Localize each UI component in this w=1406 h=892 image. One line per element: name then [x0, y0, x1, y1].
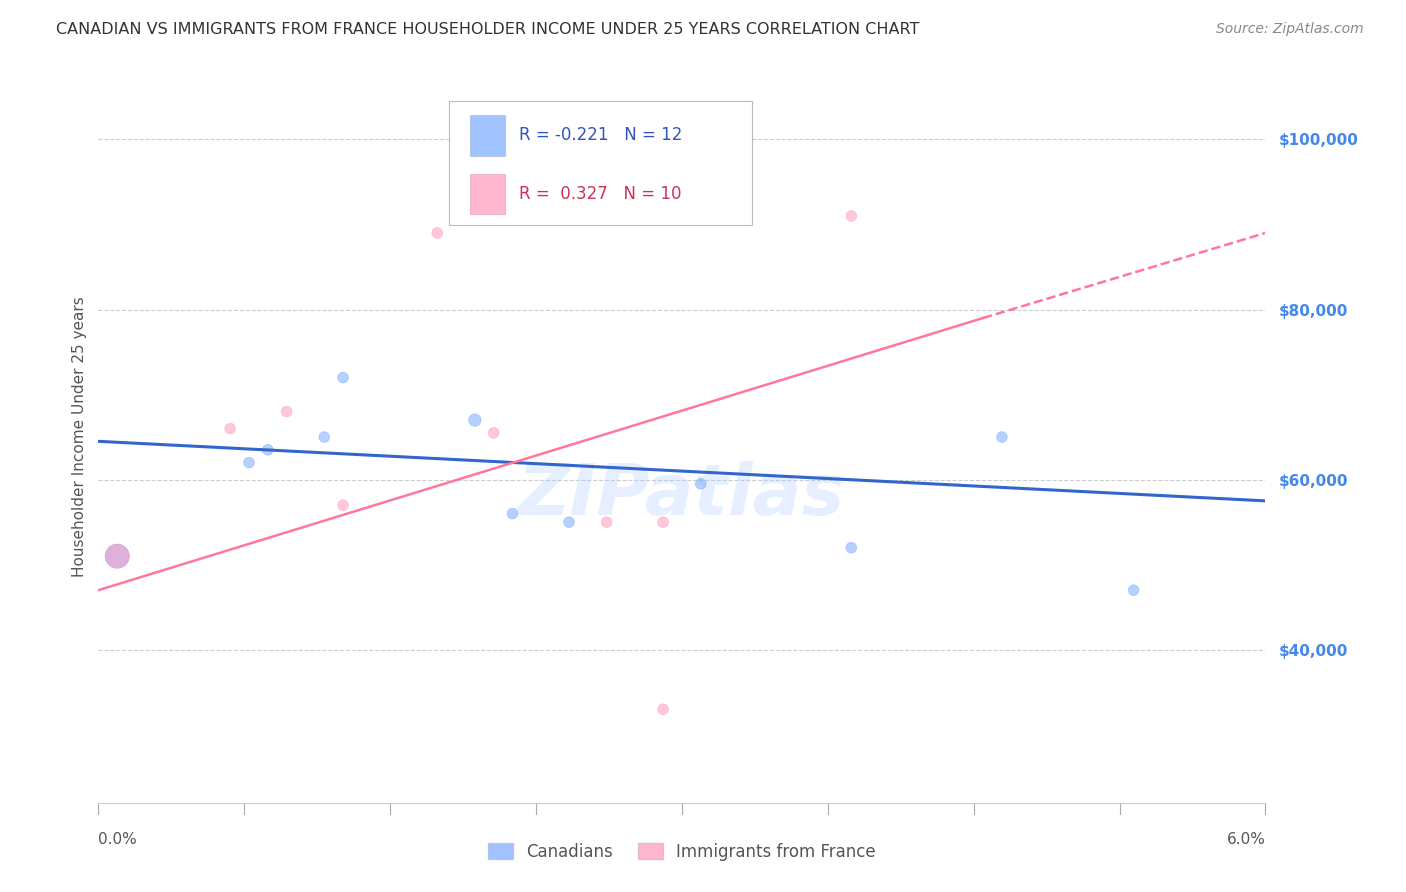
FancyBboxPatch shape	[470, 115, 505, 155]
Text: CANADIAN VS IMMIGRANTS FROM FRANCE HOUSEHOLDER INCOME UNDER 25 YEARS CORRELATION: CANADIAN VS IMMIGRANTS FROM FRANCE HOUSE…	[56, 22, 920, 37]
Point	[105, 549, 128, 563]
Point	[1122, 583, 1144, 598]
Point	[652, 702, 675, 716]
Point	[482, 425, 505, 440]
Point	[219, 421, 242, 435]
FancyBboxPatch shape	[449, 101, 752, 225]
Point	[595, 515, 617, 529]
Point	[652, 515, 675, 529]
Point	[238, 456, 260, 470]
Point	[256, 442, 278, 457]
Text: 0.0%: 0.0%	[98, 832, 138, 847]
Text: Source: ZipAtlas.com: Source: ZipAtlas.com	[1216, 22, 1364, 37]
Y-axis label: Householder Income Under 25 years: Householder Income Under 25 years	[72, 297, 87, 577]
Point	[332, 498, 354, 512]
Point	[991, 430, 1014, 444]
Text: R =  0.327   N = 10: R = 0.327 N = 10	[519, 185, 681, 202]
Point	[502, 507, 524, 521]
Point	[426, 226, 449, 240]
Text: ZIPatlas: ZIPatlas	[519, 461, 845, 530]
Legend: Canadians, Immigrants from France: Canadians, Immigrants from France	[481, 837, 883, 868]
FancyBboxPatch shape	[470, 174, 505, 214]
Point	[839, 209, 862, 223]
Point	[105, 549, 128, 563]
Point	[839, 541, 862, 555]
Point	[558, 515, 581, 529]
Point	[314, 430, 336, 444]
Point	[332, 370, 354, 384]
Point	[689, 476, 711, 491]
Text: 6.0%: 6.0%	[1226, 832, 1265, 847]
Point	[464, 413, 486, 427]
Text: R = -0.221   N = 12: R = -0.221 N = 12	[519, 127, 682, 145]
Point	[276, 404, 298, 418]
